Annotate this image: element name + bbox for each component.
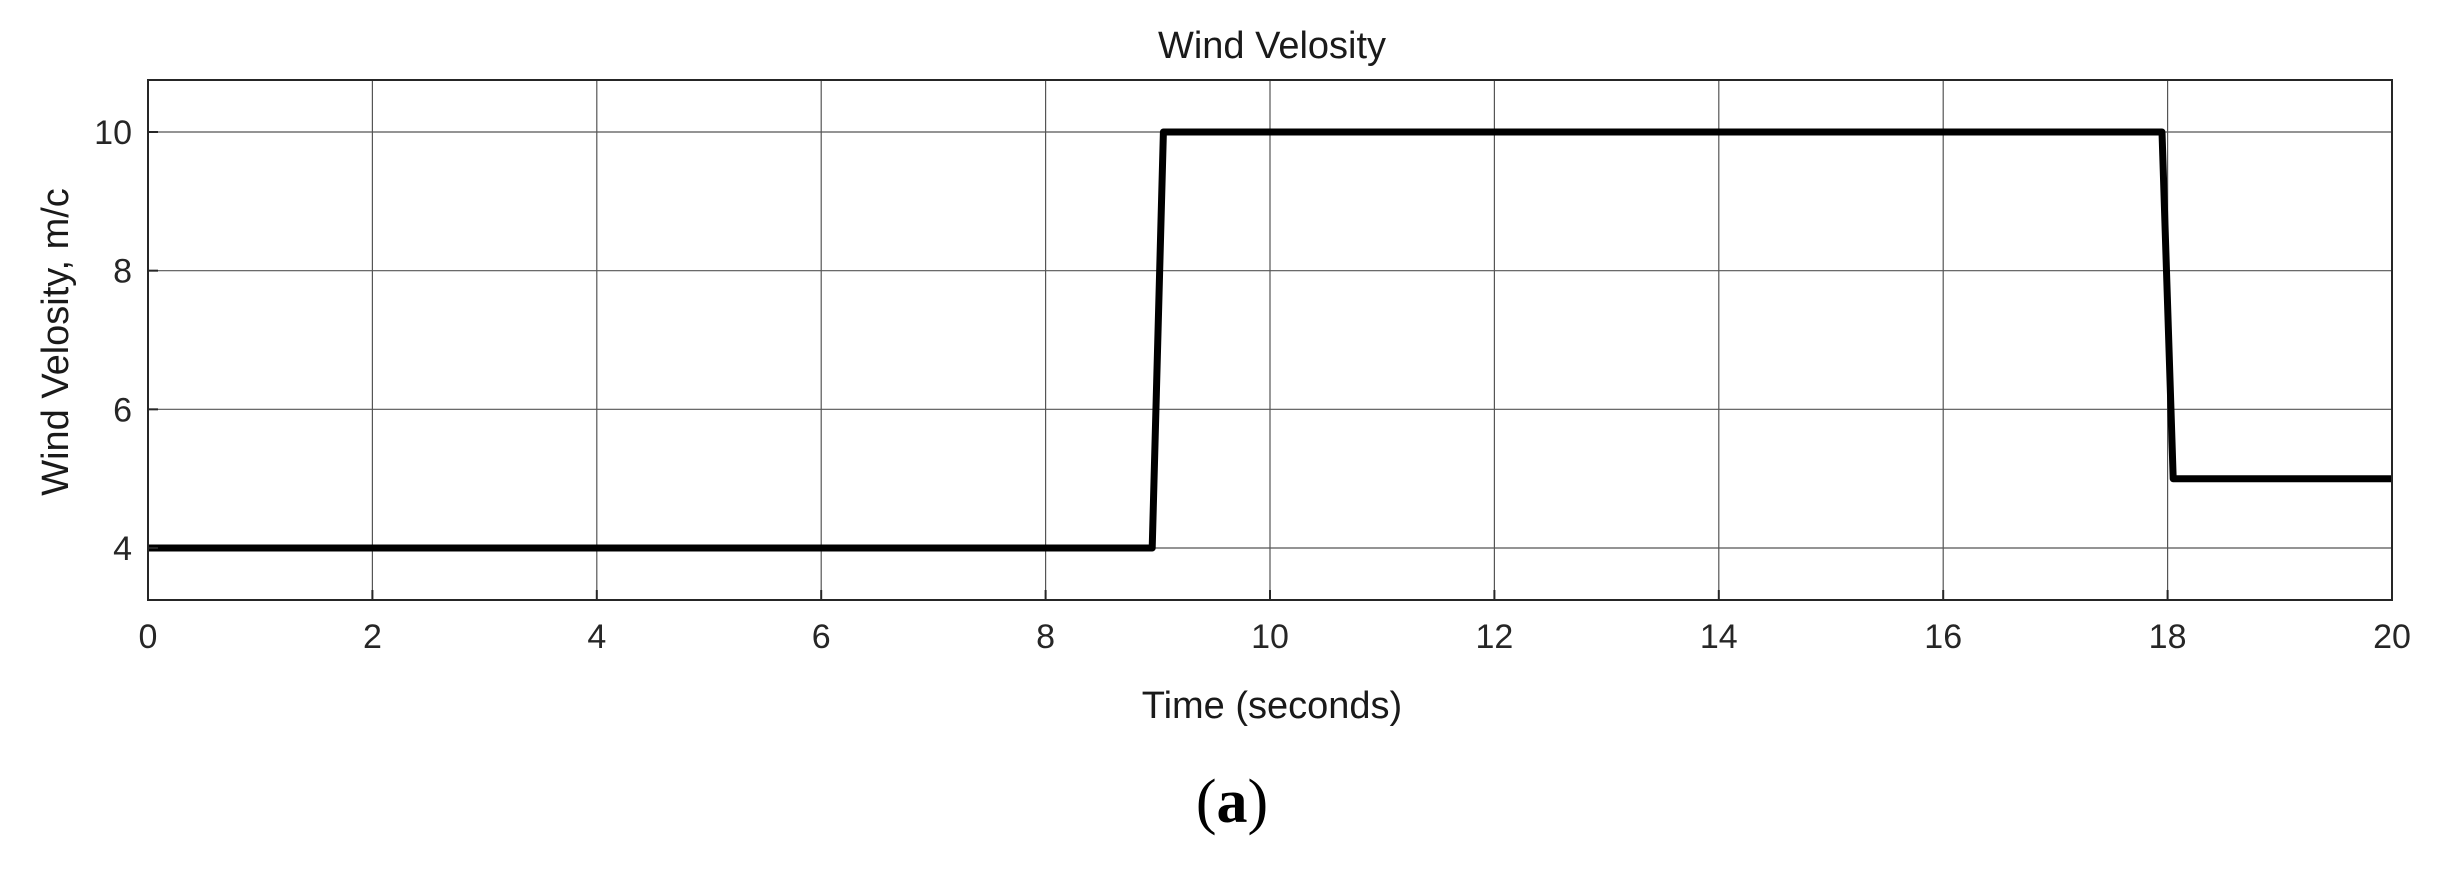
plot-area <box>147 79 2393 601</box>
x-axis-ticks: 0 2 4 6 8 10 12 14 16 18 20 <box>139 590 2411 656</box>
wind-velocity-line <box>148 128 2392 552</box>
y-tick-label: 6 <box>113 391 132 429</box>
panel-label-open: ( <box>1196 768 1217 836</box>
grid-lines <box>148 80 2392 600</box>
y-tick-label: 10 <box>94 114 132 152</box>
x-tick-label: 0 <box>139 618 158 656</box>
x-tick-label: 20 <box>2373 618 2411 656</box>
x-tick-label: 14 <box>1700 618 1738 656</box>
x-tick-label: 12 <box>1475 618 1513 656</box>
y-axis-label: Wind Velosity, m/c <box>35 188 77 496</box>
chart-title: Wind Velosity <box>1158 25 1386 67</box>
y-axis-ticks: 4 6 8 10 <box>94 114 158 568</box>
x-tick-label: 10 <box>1251 618 1289 656</box>
x-tick-label: 4 <box>587 618 606 656</box>
x-axis-label: Time (seconds) <box>1142 685 1402 727</box>
panel-label: (a) <box>1196 768 1268 836</box>
x-tick-label: 2 <box>363 618 382 656</box>
y-tick-label: 4 <box>113 530 132 568</box>
y-tick-label: 8 <box>113 253 132 291</box>
series-layer <box>148 128 2392 552</box>
panel-label-close: ) <box>1248 768 1269 836</box>
x-tick-label: 6 <box>812 618 831 656</box>
x-tick-label: 18 <box>2149 618 2187 656</box>
x-tick-label: 16 <box>1924 618 1962 656</box>
panel-label-letter: a <box>1217 768 1248 836</box>
x-tick-label: 8 <box>1036 618 1055 656</box>
